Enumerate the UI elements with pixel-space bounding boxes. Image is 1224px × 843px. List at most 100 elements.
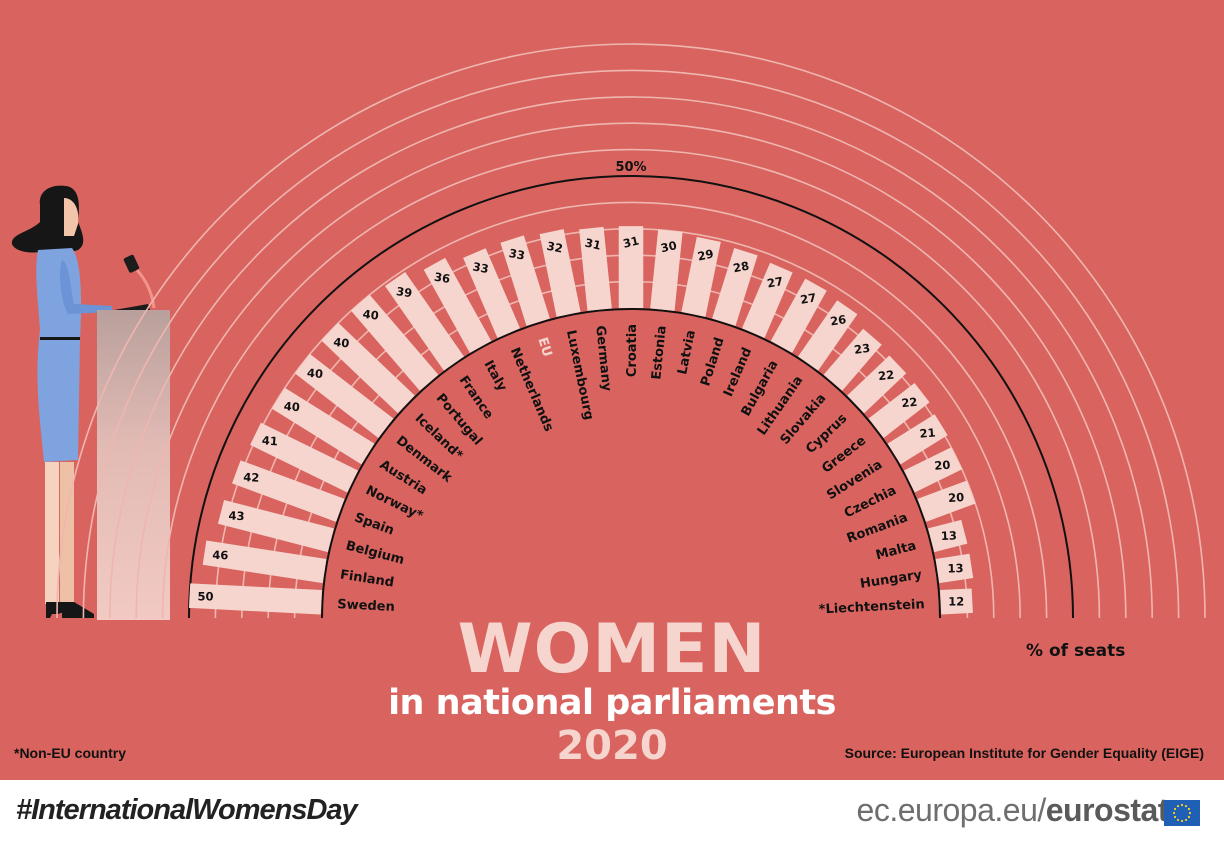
category-label: Hungary <box>859 567 923 591</box>
bar-value-label: 20 <box>948 490 965 505</box>
bar-germany <box>579 226 612 311</box>
radial-bar-chart: 50%50Sweden46Finland43Belgium42Spain41No… <box>56 43 1206 619</box>
bar-value-label: 26 <box>829 312 847 328</box>
bar-value-label: 43 <box>228 509 245 524</box>
bar-value-label: 13 <box>941 528 958 543</box>
bar-value-label: 40 <box>306 366 323 382</box>
bar-slovenia <box>887 414 948 465</box>
grid-arc <box>82 69 1180 619</box>
bar-portugal <box>350 294 439 391</box>
category-label: Netherlands <box>507 345 556 434</box>
bar-netherlands <box>463 248 521 338</box>
category-label: Germany <box>592 325 614 393</box>
bar-luxembourg <box>539 229 581 317</box>
bar-iceland <box>321 322 415 414</box>
infographic-canvas: 50% 50 Sweden 46 Finland 43 Belgium 42 Spain 41 No… <box>0 0 1224 780</box>
bar-lithuania <box>798 300 858 371</box>
category-label: Croatia <box>625 324 640 377</box>
category-label: EU <box>534 336 554 359</box>
grid-arc <box>214 201 1048 619</box>
bar-austria <box>271 387 375 465</box>
bar-value-label: 32 <box>546 239 565 256</box>
brand-prefix: ec.europa.eu/ <box>856 792 1047 828</box>
bar-value-label: 40 <box>333 335 351 351</box>
bar-value-label: 22 <box>901 395 918 411</box>
grid-arc <box>56 43 1206 619</box>
bar-value-label: 33 <box>472 259 490 276</box>
category-label: Poland <box>698 336 727 388</box>
bar-value-label: 31 <box>622 233 641 250</box>
bar-hungary <box>935 553 974 584</box>
bar-finland <box>202 540 327 584</box>
bar-slovakia <box>823 328 882 391</box>
bar-greece <box>868 383 930 438</box>
bar-norway <box>250 422 359 493</box>
category-label: Latvia <box>675 329 699 376</box>
bar-france <box>385 272 464 371</box>
bar-value-label: 40 <box>362 307 380 323</box>
bar-value-label: 12 <box>948 594 964 608</box>
bar-liechtenstein <box>939 588 973 615</box>
bar-croatia <box>618 226 644 308</box>
eu-flag-icon <box>1164 800 1200 826</box>
bar-cyprus <box>847 355 907 414</box>
reference-label: 50% <box>615 160 646 175</box>
brand-name: eurostat <box>1045 792 1169 828</box>
bar-value-label: 29 <box>696 247 715 264</box>
category-label: Luxembourg <box>563 329 596 422</box>
eurostat-link[interactable]: ec.europa.eu/eurostat <box>856 792 1169 829</box>
bar-latvia <box>681 236 721 317</box>
bar-value-label: 13 <box>947 561 963 575</box>
category-label: Estonia <box>649 325 669 380</box>
bar-value-label: 22 <box>877 368 895 384</box>
bar-denmark <box>294 353 394 438</box>
unit-label: % of seats <box>1026 641 1126 661</box>
category-label: Italy <box>480 358 509 394</box>
bar-value-label: 46 <box>212 548 228 562</box>
bar-poland <box>712 248 758 326</box>
grid-arc <box>161 148 1101 619</box>
hashtag-link[interactable]: #InternationalWomensDay <box>16 794 358 826</box>
bar-value-label: 20 <box>934 458 951 473</box>
speaker-illustration <box>11 185 170 620</box>
microphone-icon <box>123 254 140 273</box>
reference-arc-50 <box>188 175 1074 619</box>
category-label: Finland <box>339 568 395 591</box>
bar-bulgaria <box>770 278 827 353</box>
bar-value-label: 41 <box>261 433 278 448</box>
bar-value-label: 36 <box>433 270 451 286</box>
baseline-arc <box>321 308 941 619</box>
category-label: *Liechtenstein <box>818 597 925 617</box>
bar-value-label: 30 <box>659 238 678 255</box>
bar-czechia <box>903 447 963 493</box>
footnote: *Non-EU country <box>14 745 126 761</box>
grid-arc <box>135 122 1127 619</box>
bar-value-label: 27 <box>799 290 817 306</box>
bar-value-label: 50 <box>197 589 213 603</box>
bar-value-label: 39 <box>395 284 413 300</box>
bar-value-label: 33 <box>508 246 526 263</box>
title-year: 2020 <box>556 723 668 769</box>
bar-value-label: 40 <box>283 399 300 414</box>
title-subtitle: in national parliaments <box>388 683 836 723</box>
bar-value-label: 27 <box>766 274 784 291</box>
category-label: Spain <box>352 510 396 538</box>
bar-spain <box>232 460 345 522</box>
bar-sweden <box>188 583 323 615</box>
category-label: Malta <box>874 538 918 563</box>
bar-value-label: 31 <box>584 236 603 253</box>
bar-value-label: 42 <box>243 470 260 485</box>
category-label: Sweden <box>337 597 395 615</box>
bar-malta <box>928 519 968 553</box>
category-label: Belgium <box>344 538 406 567</box>
bar-belgium <box>217 499 334 553</box>
title-main: WOMEN <box>457 610 767 689</box>
bar-estonia <box>650 229 683 311</box>
bar-value-label: 21 <box>919 426 936 441</box>
source-note: Source: European Institute for Gender Eq… <box>844 745 1204 761</box>
footer-bar: #InternationalWomensDay ec.europa.eu/eur… <box>0 780 1224 843</box>
grid-arc <box>109 96 1153 619</box>
bar-ireland <box>741 262 793 338</box>
bar-italy <box>423 257 492 353</box>
bar-romania <box>917 480 976 522</box>
